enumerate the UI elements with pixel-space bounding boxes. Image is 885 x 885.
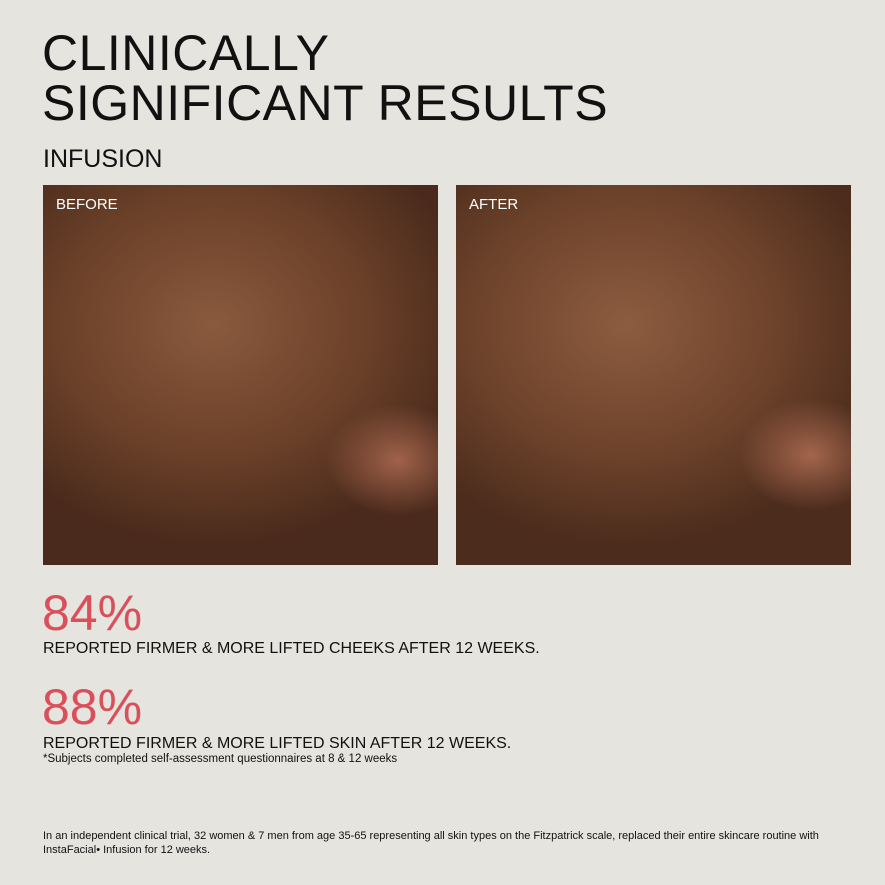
after-photo: AFTER [456,185,851,565]
after-label: AFTER [469,196,519,213]
stat-value-skin: 88% [42,679,143,735]
product-subtitle: INFUSION [43,145,163,173]
title-line-1: CLINICALLY [42,25,330,81]
disclaimer: In an independent clinical trial, 32 wom… [43,830,819,856]
stat-text-cheeks: REPORTED FIRMER & MORE LIFTED CHEEKS AFT… [43,640,540,657]
page-title: CLINICALLY SIGNIFICANT RESULTS [42,28,608,128]
before-photo: BEFORE [43,185,438,565]
footnote: *Subjects completed self-assessment ques… [43,753,398,765]
before-label: BEFORE [56,196,118,213]
stat-text-skin: REPORTED FIRMER & MORE LIFTED SKIN AFTER… [43,735,512,752]
title-line-2: SIGNIFICANT RESULTS [42,75,609,131]
stat-value-cheeks: 84% [42,585,143,641]
